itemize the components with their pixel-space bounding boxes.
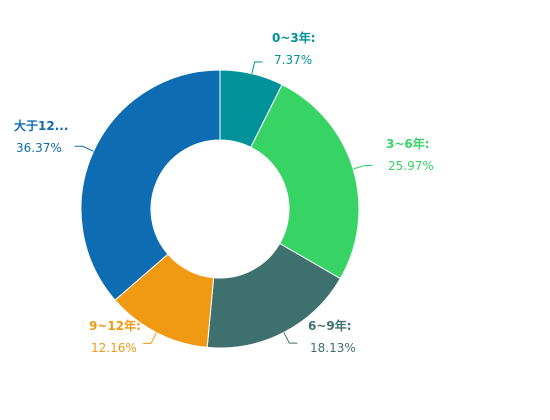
label-6-9-percent: 18.13%: [310, 341, 356, 355]
leader-line-3: [143, 332, 157, 344]
slice-labels: 0~3年: 7.37% 3~6年: 25.97% 6~9年: 18.13% 9~12年: 12…: [14, 30, 434, 355]
label-9-12-percent: 12.16%: [91, 341, 137, 355]
label-6-9-name: 6~9年:: [308, 318, 352, 333]
leader-line-4: [74, 145, 94, 152]
leader-line-1: [352, 165, 373, 170]
donut-slice-4[interactable]: [80, 69, 221, 301]
donut-slice-2[interactable]: [206, 242, 342, 349]
leader-line-2: [283, 332, 298, 344]
leader-line-0: [251, 61, 263, 74]
label-0-3-name: 0~3年:: [272, 30, 316, 45]
label-9-12-name: 9~12年:: [89, 318, 141, 333]
label-3-6-percent: 25.97%: [388, 159, 434, 173]
donut-slice-1[interactable]: [250, 83, 360, 280]
donut-slices: [80, 69, 360, 349]
label-over-12-name: 大于12...: [14, 118, 68, 133]
label-0-3-percent: 7.37%: [274, 53, 312, 67]
label-over-12-percent: 36.37%: [16, 141, 62, 155]
label-3-6-name: 3~6年:: [386, 136, 430, 151]
